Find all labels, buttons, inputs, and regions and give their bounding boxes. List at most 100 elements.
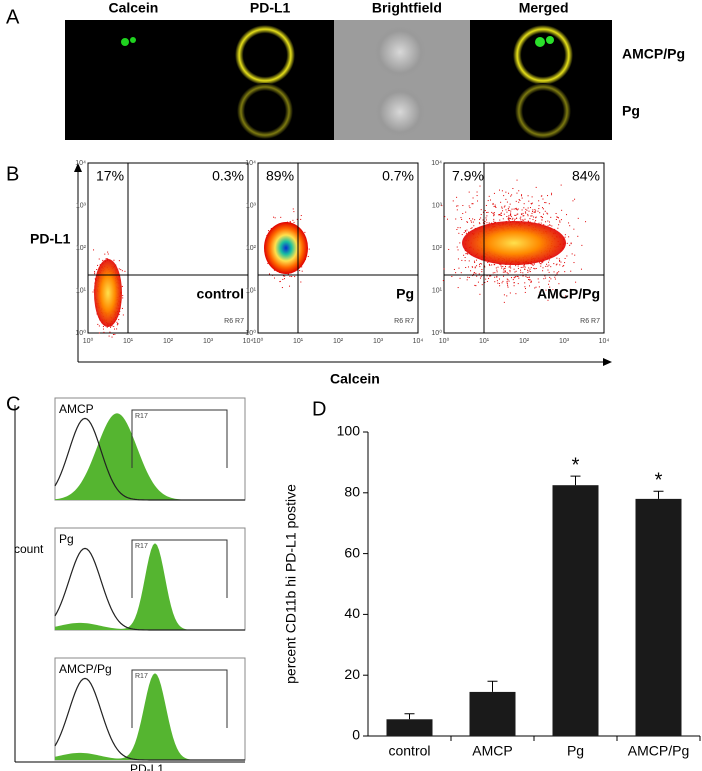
y-tick-label: 10⁴ — [431, 160, 442, 167]
event-dot — [500, 265, 502, 267]
event-dot — [531, 215, 533, 217]
event-dot — [523, 264, 525, 266]
event-dot — [504, 266, 506, 268]
event-dot — [518, 277, 520, 279]
event-dot — [494, 276, 496, 278]
event-dot — [506, 201, 508, 203]
event-dot — [520, 269, 522, 271]
x-tick-label: 10² — [519, 338, 530, 345]
event-dot — [551, 225, 553, 227]
event-dot — [540, 222, 542, 224]
event-dot — [532, 264, 534, 266]
event-dot — [292, 208, 294, 210]
event-dot — [291, 276, 293, 278]
gate-bracket — [131, 669, 228, 728]
y-tick-label: 10⁰ — [245, 329, 256, 337]
event-dot — [284, 278, 286, 280]
event-dot — [518, 201, 520, 203]
event-dot — [505, 191, 507, 193]
event-dot — [516, 192, 518, 194]
event-dot — [474, 267, 476, 269]
event-dot — [520, 219, 522, 221]
event-dot — [460, 272, 462, 274]
event-dot — [508, 266, 510, 268]
event-dot — [515, 276, 517, 278]
x-tick-label: AMCP — [472, 743, 512, 759]
event-dot — [564, 271, 566, 273]
event-dot — [472, 275, 474, 277]
event-dot — [509, 269, 511, 271]
event-dot — [541, 216, 543, 218]
event-dot — [102, 259, 104, 261]
event-dot — [486, 215, 488, 217]
event-dot — [492, 202, 494, 204]
event-dot — [517, 213, 519, 215]
event-dot — [509, 214, 511, 216]
x-tick-label: 10⁰ — [83, 337, 94, 345]
event-dot — [493, 220, 495, 222]
event-dot — [499, 189, 500, 191]
event-dot — [492, 212, 494, 214]
event-dot — [539, 212, 541, 214]
event-dot — [535, 217, 537, 219]
event-dot — [118, 260, 120, 262]
event-dot — [495, 206, 497, 208]
event-dot — [533, 267, 535, 269]
event-dot — [493, 218, 495, 220]
row-label: Pg — [622, 103, 640, 119]
event-dot — [473, 260, 475, 262]
event-dot — [474, 219, 476, 221]
event-dot — [493, 192, 495, 194]
event-dot — [512, 279, 514, 281]
event-dot — [503, 275, 505, 277]
event-dot — [293, 211, 295, 213]
event-dot — [516, 208, 518, 210]
event-dot — [530, 281, 532, 283]
event-dot — [507, 283, 509, 285]
event-dot — [511, 194, 513, 196]
event-dot — [461, 218, 463, 220]
event-dot — [464, 230, 466, 232]
event-dot — [457, 249, 459, 251]
event-dot — [273, 269, 275, 271]
event-dot — [267, 262, 269, 264]
x-tick-label: 10³ — [203, 338, 214, 345]
event-dot — [499, 285, 501, 287]
event-dot — [559, 221, 561, 223]
cell-ring — [237, 83, 293, 139]
event-dot — [535, 220, 537, 222]
event-dot — [558, 283, 560, 285]
event-dot — [525, 275, 527, 277]
event-dot — [451, 276, 453, 278]
event-dot — [502, 280, 504, 282]
column-header: Brightfield — [372, 0, 442, 16]
event-dot — [500, 201, 502, 203]
event-dot — [499, 214, 501, 216]
event-dot — [543, 278, 545, 280]
event-dot — [509, 218, 511, 220]
event-dot — [521, 194, 523, 196]
event-dot — [296, 218, 298, 220]
event-dot — [301, 270, 303, 272]
event-dot — [533, 263, 535, 265]
event-dot — [556, 263, 558, 265]
y-tick-label: 10³ — [246, 202, 257, 209]
event-dot — [485, 204, 487, 206]
event-dot — [526, 209, 528, 211]
event-dot — [537, 210, 539, 212]
event-dot — [564, 257, 566, 259]
event-dot — [487, 200, 489, 202]
event-dot — [121, 270, 123, 272]
event-dot — [510, 210, 512, 212]
event-dot — [494, 281, 496, 283]
event-dot — [112, 333, 114, 335]
event-dot — [501, 190, 503, 192]
calcein-spot — [130, 37, 136, 43]
error-bar — [487, 680, 498, 692]
gate-label: R17 — [135, 543, 148, 550]
event-dot — [476, 275, 478, 277]
y-tick-label: 10³ — [432, 202, 443, 209]
event-dot — [581, 244, 583, 246]
event-dot — [103, 331, 105, 333]
